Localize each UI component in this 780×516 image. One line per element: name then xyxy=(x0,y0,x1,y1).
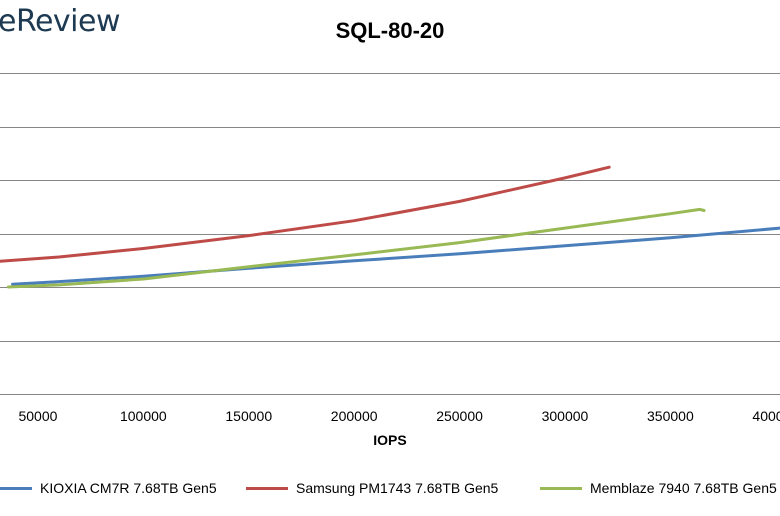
x-tick-label: 350000 xyxy=(647,408,694,424)
x-tick-label: 300000 xyxy=(542,408,589,424)
legend-item-kioxia: KIOXIA CM7R 7.68TB Gen5 xyxy=(0,480,217,496)
x-axis-label: IOPS xyxy=(373,432,407,448)
series-line-2 xyxy=(6,207,706,289)
legend-item-samsung: Samsung PM1743 7.68TB Gen5 xyxy=(246,480,498,496)
x-tick-label: 150000 xyxy=(225,408,272,424)
legend-swatch xyxy=(246,486,288,490)
line-chart: 50000 100000 150000 200000 250000 300000 35000… xyxy=(0,73,780,424)
legend-item-memblaze: Memblaze 7940 7.68TB Gen5 xyxy=(540,480,777,496)
legend: KIOXIA CM7R 7.68TB Gen5 Samsung PM1743 7… xyxy=(0,480,780,504)
site-logo: eReview xyxy=(0,4,121,39)
series-line-1 xyxy=(0,165,611,263)
x-tick-label: 50000 xyxy=(18,408,57,424)
legend-label: Memblaze 7940 7.68TB Gen5 xyxy=(590,480,777,496)
series-line-0 xyxy=(11,226,780,286)
legend-swatch xyxy=(540,486,582,490)
x-tick-label: 200000 xyxy=(331,408,378,424)
x-tick-label: 100000 xyxy=(120,408,167,424)
x-tick-label: 250000 xyxy=(436,408,483,424)
legend-label: Samsung PM1743 7.68TB Gen5 xyxy=(296,480,499,496)
legend-label: KIOXIA CM7R 7.68TB Gen5 xyxy=(40,480,217,496)
chart-title: SQL-80-20 xyxy=(335,18,445,43)
legend-swatch xyxy=(0,486,32,490)
x-tick-label: 400000 xyxy=(752,408,780,424)
